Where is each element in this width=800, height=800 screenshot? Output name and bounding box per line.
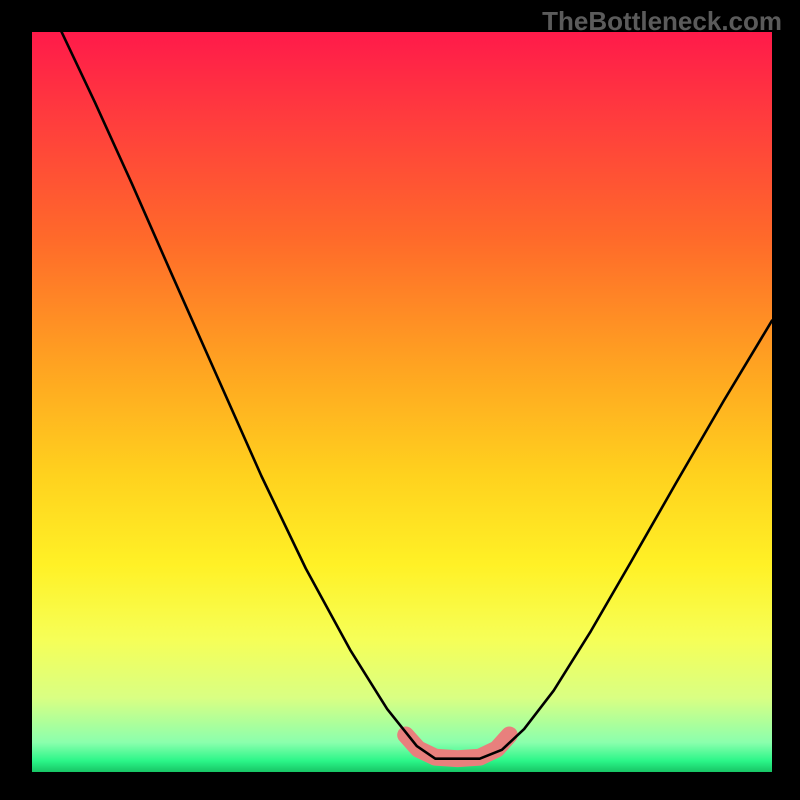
- bottleneck-curve: [62, 32, 772, 759]
- stage: TheBottleneck.com: [0, 0, 800, 800]
- plot-area: [32, 32, 772, 772]
- curve-svg: [32, 32, 772, 772]
- watermark-text: TheBottleneck.com: [542, 6, 782, 37]
- bottleneck-bottom-blob: [406, 735, 510, 759]
